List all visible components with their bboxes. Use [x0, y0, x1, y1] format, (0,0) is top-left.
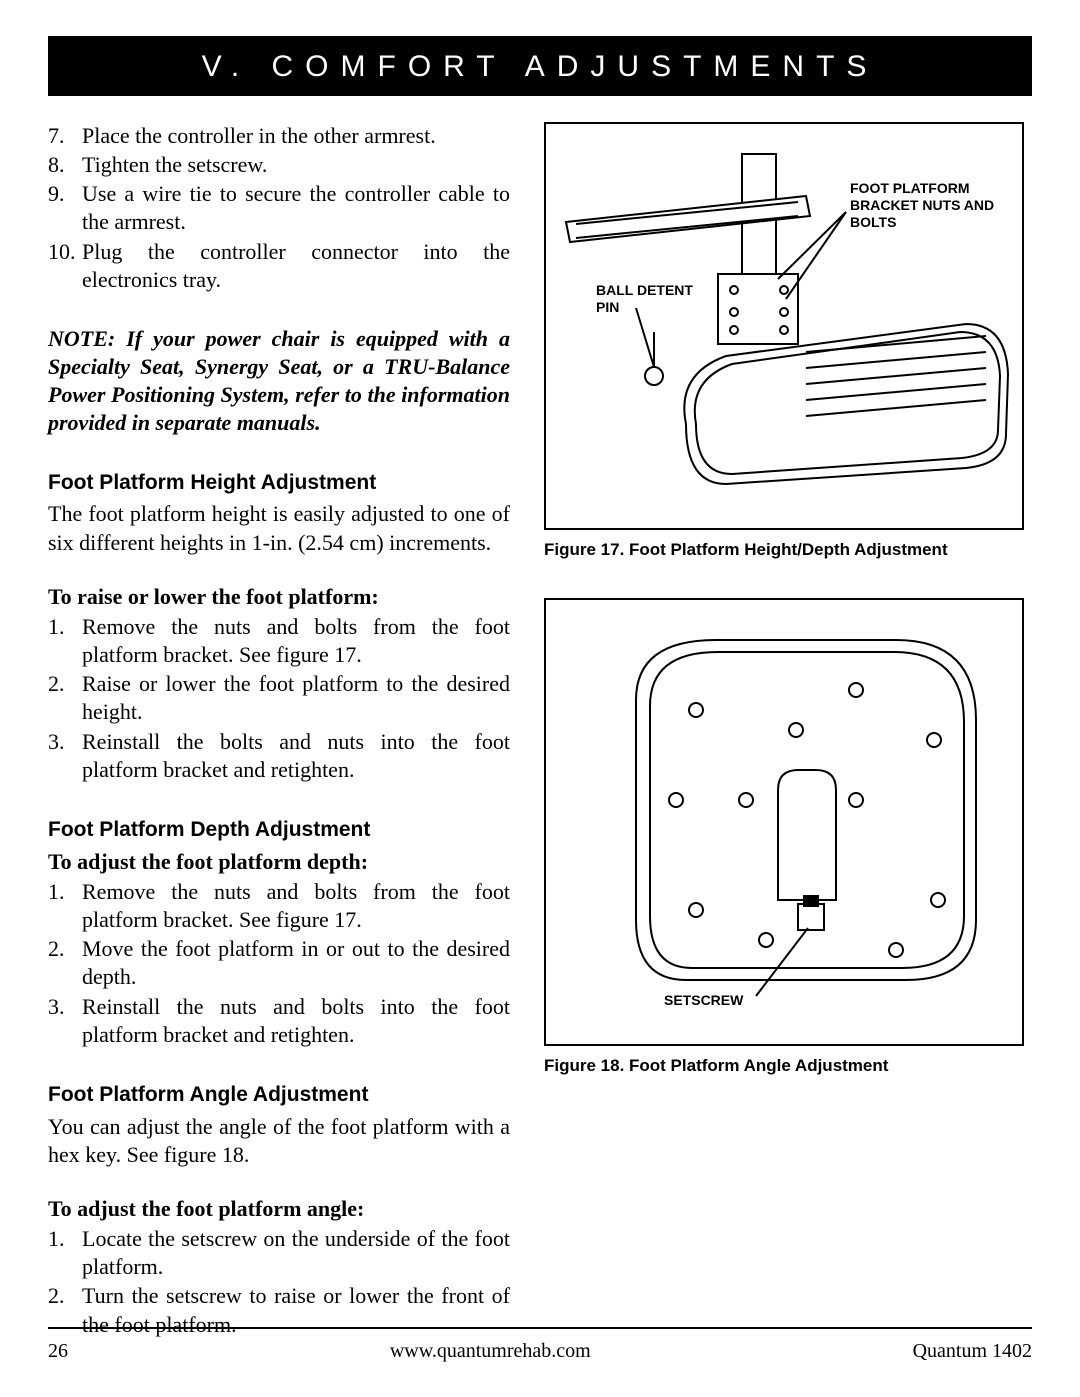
left-text-column: 7.Place the controller in the other armr… [48, 122, 510, 1340]
height-steps-list: 1.Remove the nuts and bolts from the foo… [48, 613, 510, 785]
step-text: Place the controller in the other armres… [82, 122, 510, 150]
section-banner: V. COMFORT ADJUSTMENTS [48, 36, 1032, 96]
step-text: Remove the nuts and bolts from the foot … [82, 613, 510, 669]
step-number: 1. [48, 1225, 82, 1281]
angle-adjust-heading: Foot Platform Angle Adjustment [48, 1082, 510, 1109]
list-item: 2.Raise or lower the foot platform to th… [48, 670, 510, 727]
step-text: Tighten the setscrew. [82, 151, 510, 179]
page-number: 26 [48, 1340, 68, 1363]
figure-18-caption: Figure 18. Foot Platform Angle Adjustmen… [544, 1056, 1024, 1076]
height-adjust-lead: To raise or lower the foot platform: [48, 583, 510, 611]
step-number: 2. [48, 935, 82, 991]
step-text: Plug the controller connector into the e… [82, 238, 510, 294]
height-adjust-heading: Foot Platform Height Adjustment [48, 470, 510, 497]
step-number: 8. [48, 151, 82, 179]
footer-url: www.quantumrehab.com [390, 1340, 591, 1363]
step-text: Reinstall the nuts and bolts into the fo… [82, 993, 510, 1049]
step-number: 9. [48, 180, 82, 236]
step-number: 1. [48, 878, 82, 934]
step-text: Remove the nuts and bolts from the foot … [82, 878, 510, 934]
list-item: 1.Locate the setscrew on the underside o… [48, 1225, 510, 1282]
figure-17-caption: Figure 17. Foot Platform Height/Depth Ad… [544, 540, 1024, 560]
list-item: 9.Use a wire tie to secure the controlle… [48, 180, 510, 237]
angle-adjust-lead: To adjust the foot platform angle: [48, 1195, 510, 1223]
list-item: 8.Tighten the setscrew. [48, 151, 510, 180]
step-number: 2. [48, 670, 82, 726]
manual-page: V. COMFORT ADJUSTMENTS 7.Place the contr… [0, 0, 1080, 1397]
callout-setscrew: SETSCREW [664, 992, 743, 1009]
depth-adjust-lead: To adjust the foot platform depth: [48, 848, 510, 876]
step-text: Locate the setscrew on the underside of … [82, 1225, 510, 1281]
step-text: Use a wire tie to secure the controller … [82, 180, 510, 236]
figure-17-box: FOOT PLATFORM BRACKET NUTS AND BOLTS BAL… [544, 122, 1024, 530]
list-item: 1.Remove the nuts and bolts from the foo… [48, 878, 510, 935]
step-text: Turn the setscrew to raise or lower the … [82, 1282, 510, 1338]
right-figure-column: FOOT PLATFORM BRACKET NUTS AND BOLTS BAL… [544, 122, 1024, 1340]
two-column-layout: 7.Place the controller in the other armr… [48, 122, 1032, 1340]
step-text: Reinstall the bolts and nuts into the fo… [82, 728, 510, 784]
step-number: 7. [48, 122, 82, 150]
callout-ball-detent-pin: BALL DETENT PIN [596, 282, 706, 316]
height-adjust-paragraph: The foot platform height is easily adjus… [48, 500, 510, 556]
angle-steps-list: 1.Locate the setscrew on the underside o… [48, 1225, 510, 1340]
step-text: Raise or lower the foot platform to the … [82, 670, 510, 726]
list-item: 1.Remove the nuts and bolts from the foo… [48, 613, 510, 670]
list-item: 7.Place the controller in the other armr… [48, 122, 510, 151]
footer-rule [48, 1327, 1032, 1329]
depth-adjust-heading: Foot Platform Depth Adjustment [48, 817, 510, 844]
note-paragraph: NOTE: If your power chair is equipped wi… [48, 325, 510, 438]
list-item: 3.Reinstall the nuts and bolts into the … [48, 993, 510, 1050]
depth-steps-list: 1.Remove the nuts and bolts from the foo… [48, 878, 510, 1050]
angle-adjust-paragraph: You can adjust the angle of the foot pla… [48, 1113, 510, 1169]
continued-steps-list: 7.Place the controller in the other armr… [48, 122, 510, 295]
step-number: 2. [48, 1282, 82, 1338]
step-text: Move the foot platform in or out to the … [82, 935, 510, 991]
list-item: 3.Reinstall the bolts and nuts into the … [48, 728, 510, 785]
step-number: 10. [48, 238, 82, 294]
step-number: 1. [48, 613, 82, 669]
page-footer: 26 www.quantumrehab.com Quantum 1402 [48, 1340, 1032, 1363]
list-item: 2.Turn the setscrew to raise or lower th… [48, 1282, 510, 1339]
list-item: 10.Plug the controller connector into th… [48, 238, 510, 295]
step-number: 3. [48, 728, 82, 784]
callout-bracket-nuts-bolts: FOOT PLATFORM BRACKET NUTS AND BOLTS [850, 180, 1000, 230]
footer-model: Quantum 1402 [913, 1340, 1032, 1363]
foot-platform-angle-diagram-icon [546, 600, 1026, 1048]
list-item: 2.Move the foot platform in or out to th… [48, 935, 510, 992]
figure-18-box: SETSCREW [544, 598, 1024, 1046]
step-number: 3. [48, 993, 82, 1049]
